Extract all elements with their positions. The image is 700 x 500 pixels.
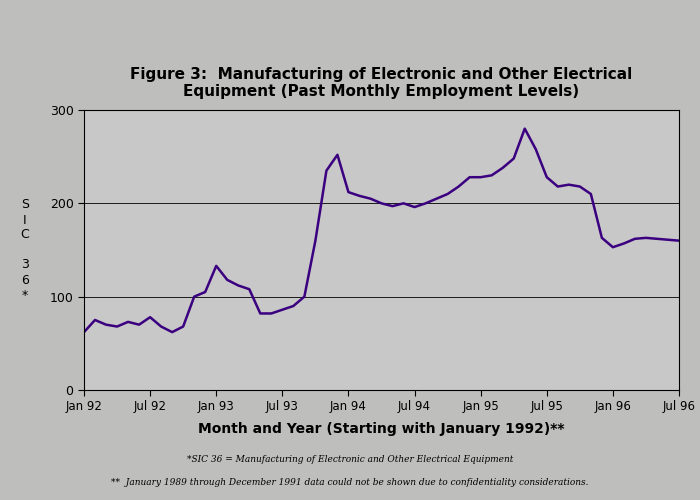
Title: Figure 3:  Manufacturing of Electronic and Other Electrical
Equipment (Past Mont: Figure 3: Manufacturing of Electronic an… (130, 66, 633, 99)
Text: **  January 1989 through December 1991 data could not be shown due to confidenti: ** January 1989 through December 1991 da… (111, 478, 589, 487)
Y-axis label: S
I
C

3
6
*: S I C 3 6 * (20, 198, 29, 302)
Text: *SIC 36 = Manufacturing of Electronic and Other Electrical Equipment: *SIC 36 = Manufacturing of Electronic an… (187, 456, 513, 464)
X-axis label: Month and Year (Starting with January 1992)**: Month and Year (Starting with January 19… (198, 422, 565, 436)
